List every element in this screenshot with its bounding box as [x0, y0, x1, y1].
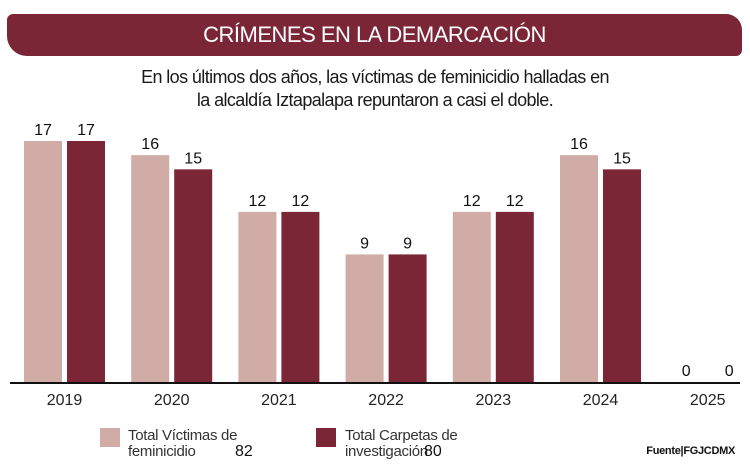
bar-2021-carpetas [281, 211, 320, 382]
bar-2021-victimas [238, 211, 277, 382]
data-label: 16 [570, 136, 588, 153]
data-label: 17 [77, 122, 95, 139]
bar-2024-victimas [560, 155, 598, 382]
legend-label-line: feminicidio [128, 443, 196, 460]
subtitle-line-1: En los últimos dos años, las víctimas de… [141, 67, 609, 87]
legend-label-carpetas: Total Carpetas de investigación [345, 427, 458, 460]
data-label: 0 [725, 363, 734, 380]
subtitle-line-2: la alcaldía Iztapalapa repuntaron a casi… [196, 90, 554, 110]
bar-2023-victimas [452, 211, 491, 382]
x-tick-label: 2022 [368, 392, 404, 409]
data-label: 12 [292, 193, 310, 210]
legend-label-victimas: Total Víctimas de feminicidio [128, 428, 237, 460]
bar-2019-carpetas [67, 141, 105, 382]
data-label: 17 [34, 122, 52, 139]
data-label: 16 [141, 136, 159, 153]
bar-2023-carpetas [495, 211, 534, 382]
bar-2019-victimas [24, 141, 62, 382]
x-tick-label: 2020 [154, 392, 190, 409]
legend-label-line: Total Víctimas de [128, 427, 238, 444]
data-label: 9 [403, 235, 412, 252]
source-note: Fuente|FGJCDMX [646, 445, 735, 457]
data-label: 0 [682, 363, 691, 380]
data-label: 12 [249, 193, 267, 210]
bar-2020-victimas [131, 155, 170, 382]
header-title: CRÍMENES EN LA DEMARCACIÓN [203, 22, 546, 47]
bar-2024-carpetas [603, 169, 641, 382]
subtitle: En los últimos dos años, las víctimas de… [0, 66, 750, 112]
legend-total-victimas: 82 [235, 443, 253, 460]
bar-chart: 17 17 2019 16 15 2020 12 12 2021 9 9 2022 12 12 2023 16… [10, 122, 740, 409]
legend-swatch-victimas [100, 428, 120, 447]
data-label: 15 [184, 150, 202, 167]
data-label: 9 [360, 235, 369, 252]
x-tick-label: 2021 [261, 392, 297, 409]
x-tick-label: 2025 [690, 392, 726, 409]
legend-swatch-carpetas [316, 428, 336, 447]
data-label: 12 [506, 193, 524, 210]
x-tick-label: 2023 [476, 392, 512, 409]
x-tick-label: 2019 [47, 392, 83, 409]
legend-label-line: Total Carpetas de [345, 427, 458, 444]
legend-total-carpetas: 80 [424, 443, 442, 460]
data-label: 12 [463, 193, 481, 210]
bar-2022-victimas [345, 254, 384, 382]
x-tick-label: 2024 [583, 392, 619, 409]
bar-2022-carpetas [388, 254, 427, 382]
data-label: 15 [613, 150, 631, 167]
bar-2020-carpetas [174, 169, 213, 382]
legend-label-line: investigación [345, 443, 428, 460]
header-band: CRÍMENES EN LA DEMARCACIÓN [7, 14, 742, 56]
